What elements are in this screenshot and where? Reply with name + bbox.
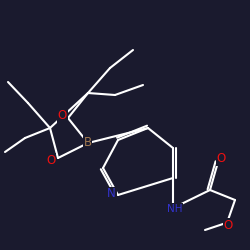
Text: O: O (58, 109, 67, 122)
Text: NH: NH (166, 204, 182, 214)
Text: O: O (46, 154, 56, 167)
Text: N: N (108, 187, 116, 200)
Text: O: O (216, 152, 226, 166)
Text: O: O (224, 219, 233, 232)
Text: B: B (84, 136, 92, 149)
